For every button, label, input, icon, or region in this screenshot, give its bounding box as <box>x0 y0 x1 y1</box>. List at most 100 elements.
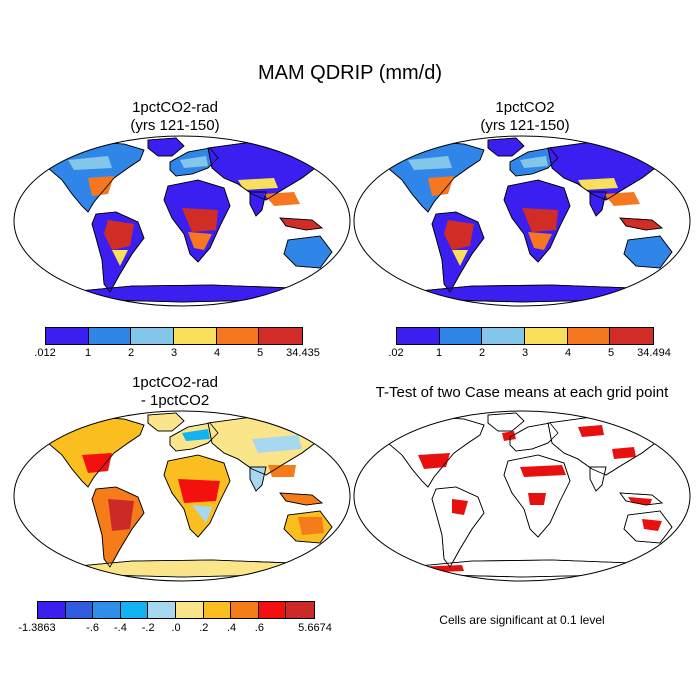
continent-north-america <box>41 416 145 488</box>
colorbar-swatch <box>131 328 174 344</box>
panel3-colorbar-ticks: -1.3863 -.6 -.4 -.2 .0 .2 .4 .6 5.6674 <box>18 622 331 636</box>
colorbar-tick-label: 5 <box>607 347 615 359</box>
panel1-map <box>13 135 351 307</box>
field-region <box>298 517 324 535</box>
field-region <box>452 250 468 266</box>
panel4-title: T-Test of two Case means at each grid po… <box>375 384 669 401</box>
colorbar-tick-label: 2 <box>127 347 135 359</box>
field-region <box>418 453 450 469</box>
field-region <box>604 192 640 206</box>
field-region <box>182 208 218 232</box>
continent-north-america <box>41 141 145 213</box>
field-region <box>578 178 618 190</box>
field-region <box>192 505 212 523</box>
colorbar-swatch <box>65 602 94 618</box>
field-region <box>642 519 662 531</box>
colorbar-tick-label: -.4 <box>113 622 127 634</box>
field-region <box>452 499 468 515</box>
panel1-colorbar-ticks: .012 1 2 3 4 5 34.435 <box>34 347 320 361</box>
panel4-map <box>353 410 691 582</box>
field-region <box>108 499 134 531</box>
panel3-title-line1: 1pctCO2-rad <box>132 374 218 391</box>
colorbar-swatch <box>482 328 525 344</box>
colorbar-swatch <box>175 602 204 618</box>
continent-north-america <box>381 416 485 488</box>
panel3-colorbar <box>37 601 315 619</box>
colorbar-swatch <box>610 328 653 344</box>
field-region <box>502 431 516 441</box>
colorbar-tick-label: 34.494 <box>637 347 671 359</box>
panel1-title-line2: (yrs 121-150) <box>130 117 220 134</box>
panel1-title-line1: 1pctCO2-rad <box>132 99 218 116</box>
field-region <box>252 435 302 453</box>
continent-australia <box>623 235 673 269</box>
colorbar-tick-label: .2 <box>199 622 209 634</box>
colorbar-swatch <box>88 328 132 344</box>
field-region <box>112 250 128 266</box>
colorbar-tick-label: 1 <box>435 347 443 359</box>
colorbar-tick-label: -.2 <box>141 622 155 634</box>
colorbar-swatch <box>120 602 149 618</box>
colorbar-tick-label: 34.435 <box>286 347 320 359</box>
colorbar-tick-label: 4 <box>213 347 221 359</box>
colorbar-tick-label: -.6 <box>86 622 100 634</box>
field-region <box>612 447 636 459</box>
colorbar-swatch <box>286 602 314 618</box>
field-region <box>444 220 474 250</box>
globe-border <box>353 410 691 582</box>
colorbar-swatch <box>258 602 287 618</box>
colorbar-swatch <box>216 328 260 344</box>
panel2-colorbar <box>396 327 654 345</box>
colorbar-tick-label: .02 <box>388 347 404 359</box>
colorbar-tick-label: 3 <box>521 347 529 359</box>
continent-indonesia <box>279 492 323 506</box>
panel2-title-line2: (yrs 121-150) <box>480 117 570 134</box>
colorbar-tick-label: 2 <box>478 347 486 359</box>
colorbar-swatch <box>397 328 440 344</box>
panel2-title-line1: 1pctCO2 <box>495 99 555 116</box>
field-region <box>520 156 548 168</box>
colorbar-swatch <box>148 602 176 618</box>
panel2-title: 1pctCO2 (yrs 121-150) <box>420 99 630 135</box>
colorbar-swatch <box>259 328 302 344</box>
globe-border <box>13 410 351 582</box>
colorbar-tick-label: .6 <box>254 622 264 634</box>
colorbar-tick-label: 1 <box>84 347 92 359</box>
significance-note: Cells are significant at 0.1 level <box>439 613 605 627</box>
continent-australia <box>283 235 333 269</box>
field-region <box>182 429 210 441</box>
colorbar-swatch <box>524 328 568 344</box>
field-region <box>408 156 452 170</box>
globe-border <box>13 135 351 307</box>
colorbar-tick-label: 3 <box>170 347 178 359</box>
panel2-map <box>353 135 691 307</box>
colorbar-tick-label: .012 <box>34 347 56 359</box>
colorbar-tick-label: -1.3863 <box>18 622 56 634</box>
continent-indonesia <box>619 217 663 231</box>
panel1-title: 1pctCO2-rad (yrs 121-150) <box>70 99 280 135</box>
colorbar-swatch <box>46 328 89 344</box>
field-region <box>528 232 552 250</box>
field-region <box>268 465 296 477</box>
colorbar-swatch <box>38 602 66 618</box>
field-region <box>428 176 454 196</box>
field-region <box>104 220 134 250</box>
panel1-colorbar <box>45 327 303 345</box>
colorbar-swatch <box>439 328 483 344</box>
colorbar-tick-label: .4 <box>227 622 237 634</box>
field-region <box>264 192 300 206</box>
field-region <box>82 453 112 473</box>
colorbar-tick-label: 5 <box>256 347 264 359</box>
main-title: MAM QDRIP (mm/d) <box>257 62 443 84</box>
panel3-title: 1pctCO2-rad - 1pctCO2 <box>70 374 280 410</box>
panel3-map <box>13 410 351 582</box>
field-region <box>68 156 112 170</box>
globe-border <box>353 135 691 307</box>
colorbar-swatch <box>173 328 217 344</box>
colorbar-swatch <box>203 602 232 618</box>
field-region <box>180 156 208 168</box>
colorbar-tick-label: 5.6674 <box>298 622 332 634</box>
colorbar-swatch <box>93 602 121 618</box>
field-region <box>522 208 558 232</box>
panel2-colorbar-ticks: .02 1 2 3 4 5 34.494 <box>388 347 670 361</box>
